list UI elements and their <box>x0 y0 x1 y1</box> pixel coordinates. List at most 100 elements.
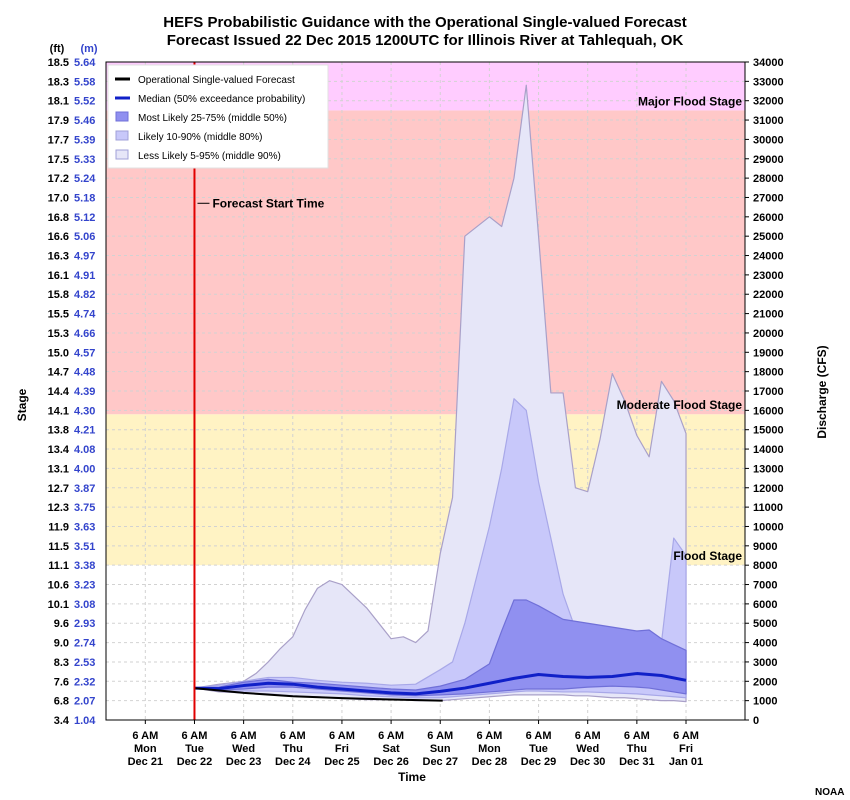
legend-swatch-b80 <box>115 130 129 141</box>
right-tick-label: 27000 <box>753 192 784 204</box>
x-tick-time: 6 AM <box>673 730 699 742</box>
stage-ft-label: 16.8 <box>48 212 69 224</box>
x-tick-date: Dec 23 <box>226 756 261 768</box>
right-tick-label: 25000 <box>753 231 784 243</box>
stage-m-label: 4.66 <box>74 328 95 340</box>
legend-label-median: Median (50% exceedance probability) <box>138 94 305 105</box>
stage-m-label: 5.39 <box>74 134 95 146</box>
stage-ft-label: 7.6 <box>54 676 69 688</box>
stage-ft-label: 15.3 <box>48 328 69 340</box>
stage-m-label: 4.08 <box>74 444 95 456</box>
x-axis-title: Time <box>398 770 426 784</box>
band-25-75 <box>193 599 687 697</box>
right-tick-label: 9000 <box>753 541 777 553</box>
flood-stage-label: Major Flood Stage <box>638 94 742 108</box>
right-tick-label: 15000 <box>753 425 784 437</box>
legend-swatch-b50 <box>115 111 129 122</box>
x-tick-date: Dec 27 <box>423 756 458 768</box>
stage-ft-label: 17.0 <box>48 192 69 204</box>
x-tick-weekday: Tue <box>529 743 548 755</box>
stage-m-label: 4.48 <box>74 367 95 379</box>
right-axis-title: Discharge (CFS) <box>815 345 829 438</box>
axes: 0 1000 2000 3000 4000 5000 6000 7000 8000 9000 100… <box>48 57 784 768</box>
x-tick-time: 6 AM <box>624 730 650 742</box>
x-tick-weekday: Mon <box>134 743 157 755</box>
left-axis-title: Stage <box>15 388 29 421</box>
stage-m-label: 3.63 <box>74 521 95 533</box>
stage-ft-label: 18.3 <box>48 76 69 88</box>
stage-m-label: 5.46 <box>74 115 95 127</box>
stage-m-label: 3.51 <box>74 541 95 553</box>
right-tick-label: 34000 <box>753 57 784 69</box>
stage-m-label: 4.00 <box>74 463 95 475</box>
stage-m-label: 2.74 <box>74 638 96 650</box>
x-tick-time: 6 AM <box>231 730 257 742</box>
stage-ft-label: 9.0 <box>54 638 69 650</box>
chart-title: HEFS Probabilistic Guidance with the Ope… <box>163 14 686 31</box>
stage-m-label: 5.06 <box>74 231 95 243</box>
x-tick-date: Dec 25 <box>324 756 359 768</box>
stage-ft-label: 15.8 <box>48 289 69 301</box>
stage-m-label: 4.91 <box>74 270 95 282</box>
x-tick-time: 6 AM <box>427 730 453 742</box>
x-tick-date: Jan 01 <box>669 756 703 768</box>
stage-m-label: 4.82 <box>74 289 95 301</box>
right-tick-label: 30000 <box>753 134 784 146</box>
right-tick-label: 31000 <box>753 115 784 127</box>
x-tick-date: Dec 26 <box>373 756 408 768</box>
x-tick-weekday: Thu <box>283 743 303 755</box>
stage-m-label: 5.33 <box>74 154 95 166</box>
stage-m-label: 5.58 <box>74 76 95 88</box>
right-tick-label: 6000 <box>753 599 777 611</box>
stage-ft-label: 11.9 <box>48 521 69 533</box>
stage-ft-label: 11.1 <box>48 560 69 572</box>
stage-m-label: 5.12 <box>74 212 95 224</box>
stage-ft-label: 14.4 <box>48 386 70 398</box>
stage-ft-label: 6.8 <box>54 696 69 708</box>
x-tick-weekday: Fri <box>679 743 693 755</box>
x-tick-weekday: Mon <box>478 743 501 755</box>
right-tick-label: 28000 <box>753 173 784 185</box>
stage-ft-label: 17.9 <box>48 115 69 127</box>
x-tick-date: Dec 24 <box>275 756 311 768</box>
legend-label-b50: Most Likely 25-75% (middle 50%) <box>138 113 287 124</box>
chart-subtitle: Forecast Issued 22 Dec 2015 1200UTC for … <box>167 32 684 49</box>
right-tick-label: 5000 <box>753 618 777 630</box>
stage-ft-label: 18.5 <box>48 57 69 69</box>
stage-ft-label: 15.0 <box>48 347 69 359</box>
stage-m-label: 2.32 <box>74 676 95 688</box>
x-tick-time: 6 AM <box>575 730 601 742</box>
stage-m-label: 3.23 <box>74 580 95 592</box>
stage-ft-label: 14.7 <box>48 367 69 379</box>
stage-m-label: 3.75 <box>74 502 95 514</box>
x-tick-weekday: Fri <box>335 743 349 755</box>
stage-ft-label: 16.3 <box>48 251 69 263</box>
x-tick-weekday: Thu <box>627 743 647 755</box>
stage-m-label: 4.21 <box>74 425 95 437</box>
stage-ft-label: 13.4 <box>48 444 70 456</box>
x-tick-time: 6 AM <box>476 730 502 742</box>
stage-m-label: 4.39 <box>74 386 95 398</box>
stage-ft-label: 12.7 <box>48 483 69 495</box>
stage-ft-label: 17.7 <box>48 134 69 146</box>
right-tick-label: 23000 <box>753 270 784 282</box>
stage-m-label: 2.93 <box>74 618 95 630</box>
stage-ft-label: 11.5 <box>48 541 69 553</box>
flood-stage-label: Flood Stage <box>673 549 742 563</box>
stage-m-label: 3.38 <box>74 560 95 572</box>
x-tick-date: Dec 28 <box>472 756 507 768</box>
right-tick-label: 13000 <box>753 463 784 475</box>
x-tick-time: 6 AM <box>329 730 355 742</box>
right-tick-label: 26000 <box>753 212 784 224</box>
stage-ft-label: 13.8 <box>48 425 69 437</box>
right-tick-label: 10000 <box>753 521 784 533</box>
x-tick-weekday: Tue <box>185 743 204 755</box>
stage-m-label: 4.30 <box>74 405 95 417</box>
right-tick-label: 19000 <box>753 347 784 359</box>
stage-m-label: 4.97 <box>74 251 95 263</box>
x-tick-time: 6 AM <box>280 730 306 742</box>
x-tick-weekday: Wed <box>232 743 255 755</box>
stage-m-label: 5.64 <box>74 57 96 69</box>
stage-ft-label: 12.3 <box>48 502 69 514</box>
